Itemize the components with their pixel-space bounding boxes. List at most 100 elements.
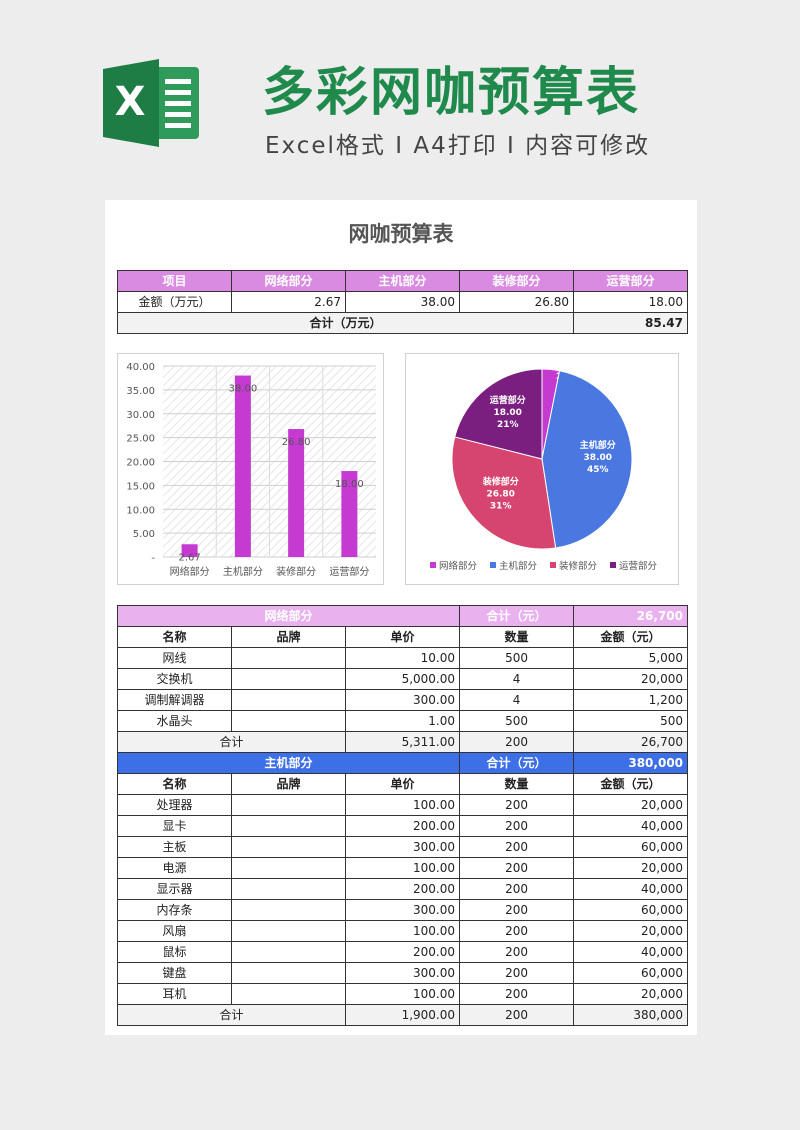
quantity-cell: 200 <box>459 962 575 984</box>
bar <box>234 375 251 557</box>
pie-slice <box>451 436 557 550</box>
unit-price-cell: 300.00 <box>344 962 461 984</box>
header-cell: 运营部分 <box>573 270 688 292</box>
column-header: 名称 <box>117 773 232 795</box>
table-row: 网线 10.00 500 5,000 <box>117 647 689 669</box>
quantity-cell: 200 <box>459 857 575 879</box>
sheet-title: 网咖预算表 <box>348 222 454 246</box>
unit-price-cell: 5,000.00 <box>344 668 461 690</box>
unit-price-cell: 200.00 <box>344 941 461 963</box>
host-sum-row: 合计 1,900.00 200 380,000 <box>117 1004 689 1026</box>
amount-cell: 40,000 <box>573 941 689 963</box>
amount-cell: 40,000 <box>573 815 689 837</box>
amount-cell: 20,000 <box>573 920 689 942</box>
bar <box>181 544 198 557</box>
legend-swatch <box>490 562 496 568</box>
table-row: 显卡 200.00 200 40,000 <box>117 815 689 837</box>
quantity-cell: 200 <box>459 836 575 858</box>
table-row: 交换机 5,000.00 4 20,000 <box>117 668 689 690</box>
amount-cell: 2.67 <box>231 291 346 313</box>
amount-cell: 20,000 <box>573 794 689 816</box>
brand-cell <box>231 647 346 669</box>
legend-swatch <box>550 562 556 568</box>
y-tick-label: 5.00 <box>133 529 155 540</box>
pie-label-name: 网络部分 <box>556 358 592 370</box>
brand-cell <box>231 878 346 900</box>
y-tick-label: 30.00 <box>126 410 155 421</box>
table-row: 耳机 100.00 200 20,000 <box>117 983 689 1005</box>
pie-label-value: 26.80 <box>486 490 514 500</box>
brand-cell <box>231 710 346 732</box>
sum-label: 合计 <box>117 731 346 753</box>
quantity-cell: 200 <box>459 983 575 1005</box>
item-name-cell: 电源 <box>117 857 232 879</box>
legend-label: 装修部分 <box>559 560 598 572</box>
bar-value-label: 2.67 <box>178 552 200 563</box>
legend-label: 运营部分 <box>619 560 658 572</box>
sum-qty: 200 <box>459 731 575 753</box>
brand-cell <box>231 689 346 711</box>
summary-table: 项目 网络部分 主机部分 装修部分 运营部分 金额（万元） 2.67 38.00… <box>117 270 688 334</box>
quantity-cell: 200 <box>459 920 575 942</box>
y-tick-label: 20.00 <box>126 458 155 469</box>
pie-chart-svg: 网络部分2.673%主机部分38.0045%装修部分26.8031%运营部分18… <box>430 358 658 572</box>
amount-cell: 20,000 <box>573 983 689 1005</box>
quantity-cell: 4 <box>459 689 575 711</box>
unit-price-cell: 100.00 <box>344 857 461 879</box>
table-row: 电源 100.00 200 20,000 <box>117 857 689 879</box>
pie-label-percent: 31% <box>490 502 512 512</box>
pie-label-name: 装修部分 <box>482 476 519 488</box>
network-section-row: 网络部分 合计（元） 26,700 <box>116 605 689 627</box>
column-header: 数量 <box>459 773 575 795</box>
network-rows: 网线 10.00 500 5,000 交换机 5,000.00 4 20,000 调制解调器 30… <box>117 647 689 732</box>
quantity-cell: 4 <box>459 668 575 690</box>
hero-title: 多彩网咖预算表 <box>262 63 641 123</box>
pie-label-value: 18.00 <box>493 408 521 418</box>
unit-price-cell: 100.00 <box>344 920 461 942</box>
item-name-cell: 网线 <box>117 647 232 669</box>
sum-label: 合计 <box>117 1004 346 1026</box>
column-header: 品牌 <box>231 626 346 648</box>
amount-cell: 60,000 <box>573 899 689 921</box>
column-header: 品牌 <box>231 773 346 795</box>
legend-swatch <box>610 562 616 568</box>
pie-label-name: 主机部分 <box>580 439 616 451</box>
x-tick-label: 运营部分 <box>329 565 369 578</box>
unit-price-cell: 200.00 <box>344 878 461 900</box>
pie-slice <box>454 368 543 460</box>
section-total-label: 合计（元） <box>459 605 575 627</box>
column-header: 单价 <box>344 626 461 648</box>
table-row: 主板 300.00 200 60,000 <box>117 836 689 858</box>
brand-cell <box>231 836 346 858</box>
total-value: 85.47 <box>573 312 688 334</box>
pie-label-value: 38.00 <box>584 453 612 463</box>
table-row: 水晶头 1.00 500 500 <box>117 710 689 732</box>
brand-cell <box>231 941 346 963</box>
sum-price: 5,311.00 <box>344 731 461 753</box>
amount-cell: 60,000 <box>573 836 689 858</box>
section-total-label: 合计（元） <box>459 752 575 774</box>
pie-label-name: 运营部分 <box>490 394 526 406</box>
table-row: 处理器 100.00 200 20,000 <box>117 794 689 816</box>
unit-price-cell: 100.00 <box>344 794 461 816</box>
y-tick-label: 15.00 <box>126 481 155 492</box>
x-tick-label: 装修部分 <box>276 565 316 578</box>
bar <box>341 471 358 557</box>
excel-logo-icon: X <box>103 59 199 147</box>
amount-cell: 20,000 <box>573 668 689 690</box>
y-tick-label: 40.00 <box>126 362 155 373</box>
sum-amount: 380,000 <box>573 1004 689 1026</box>
section-total-value: 26,700 <box>573 605 689 627</box>
unit-price-cell: 100.00 <box>344 983 461 1005</box>
unit-price-cell: 300.00 <box>344 899 461 921</box>
item-name-cell: 鼠标 <box>117 941 232 963</box>
brand-cell <box>231 857 346 879</box>
y-tick-label: 35.00 <box>126 386 155 397</box>
unit-price-cell: 200.00 <box>344 815 461 837</box>
table-row: 内存条 300.00 200 60,000 <box>117 899 689 921</box>
host-rows: 处理器 100.00 200 20,000 显卡 200.00 200 40,000 主板 300… <box>117 794 689 1005</box>
summary-header-row: 项目 网络部分 主机部分 装修部分 运营部分 <box>117 270 688 292</box>
brand-cell <box>231 899 346 921</box>
hero-subtitle: Excel格式 I A4打印 I 内容可修改 <box>265 133 651 159</box>
sum-qty: 200 <box>459 1004 575 1026</box>
